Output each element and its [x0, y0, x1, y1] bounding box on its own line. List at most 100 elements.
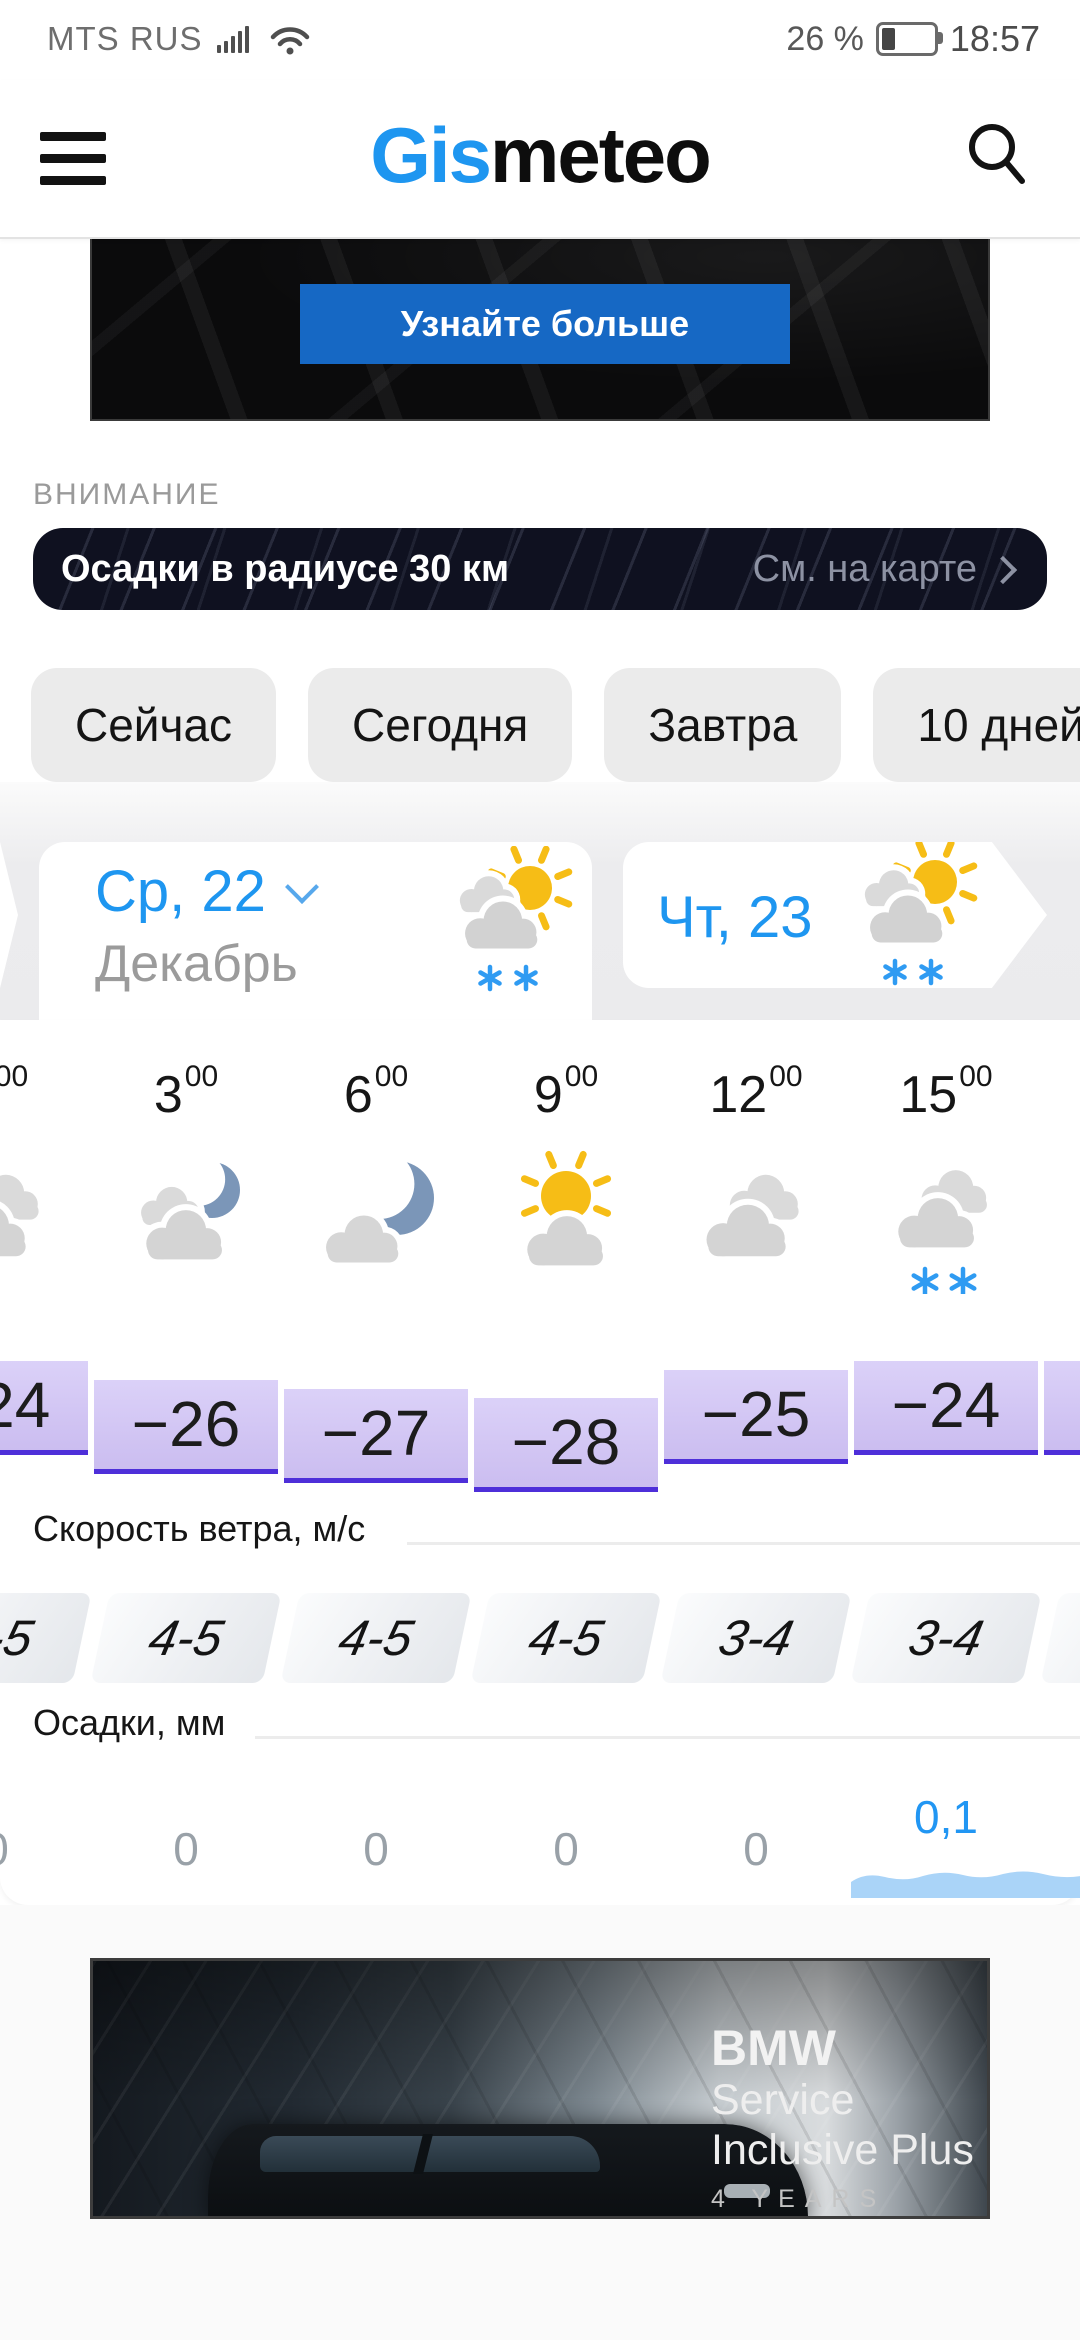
selected-month-label: Декабрь: [95, 935, 298, 993]
weather-icon-cloudy: [681, 1144, 831, 1294]
precip-bar: [851, 1871, 1080, 1898]
hour-time: 300: [153, 1060, 219, 1124]
precip-value: 0: [0, 1822, 91, 1876]
alert-title: Осадки в радиусе 30 км: [61, 547, 510, 590]
logo-gis: Gis: [370, 111, 492, 199]
hour-temperature: −24: [1041, 1356, 1080, 1455]
temperature-bar: −28: [474, 1398, 658, 1492]
hour-time: 000: [0, 1060, 29, 1093]
weather-icon-cloudy-snow: [871, 1144, 1021, 1298]
hour-wind: 4-5: [0, 1593, 92, 1685]
hour-wind: 3-4: [660, 1593, 852, 1685]
hour-time: 1500: [899, 1060, 993, 1124]
day-card-next[interactable]: Чт, 23: [623, 842, 1047, 988]
search-button[interactable]: [962, 120, 1032, 198]
hour-temperature: −27: [281, 1356, 471, 1483]
hour-precip: 0,1: [851, 1778, 1041, 1888]
wind-cell: 4-5: [0, 1593, 92, 1683]
wind-section-label: Скорость ветра, м/с: [33, 1508, 366, 1549]
precip-value: 0: [743, 1823, 769, 1875]
weather-icon-sun-cloud: [491, 1144, 641, 1294]
hour-wind: 4-5: [90, 1593, 282, 1685]
hour-weather: [281, 1144, 471, 1324]
hour-temperature: −28: [471, 1356, 661, 1492]
previous-day-card-edge[interactable]: [0, 842, 18, 988]
hour-weather: [661, 1144, 851, 1324]
hour-time: 1200: [709, 1060, 803, 1124]
hour-temperature: −26: [91, 1356, 281, 1474]
precip-section-label: Осадки, мм: [33, 1702, 226, 1743]
top-ad-banner[interactable]: Узнайте больше: [90, 237, 990, 421]
hour-temperature: −24: [0, 1356, 91, 1455]
tab-tomorrow[interactable]: Завтра: [604, 668, 842, 782]
hour-temperature: −25: [661, 1356, 851, 1464]
signal-strength-icon: [216, 26, 249, 53]
precip-value: 0: [363, 1823, 389, 1875]
temperature-chart-strip[interactable]: −24−26−27−28−25−24−24: [0, 1356, 1080, 1526]
rain-texture: [33, 528, 1047, 610]
hour-weather: [1041, 1144, 1080, 1324]
status-bar: MTS RUS 26 % 18:57: [0, 0, 1080, 80]
temperature-bar: −24: [0, 1361, 88, 1455]
wind-cell: 3-4: [1040, 1593, 1080, 1683]
bottom-section: BMW Service Inclusive Plus 4 YEARS: [0, 1905, 1080, 2340]
next-day-label: Чт, 23: [657, 885, 813, 950]
hour-wind: 3-4: [1040, 1593, 1080, 1685]
precipitation-alert[interactable]: Осадки в радиусе 30 км См. на карте: [33, 528, 1047, 610]
tab-today[interactable]: Сегодня: [308, 668, 573, 782]
chevron-right-icon: [988, 555, 1018, 585]
weather-icon-sun-clouds-snow: [833, 842, 983, 988]
logo-meteo: meteo: [490, 111, 712, 199]
temperature-bar: −24: [1044, 1361, 1080, 1455]
temperature-bar: −25: [664, 1370, 848, 1464]
precip-strip[interactable]: 0 0 0 0 0 0,1: [0, 1778, 1080, 1888]
wind-section-divider: [407, 1542, 1080, 1545]
bmw-inclusive-label: Inclusive Plus: [711, 2126, 974, 2174]
chevron-down-icon[interactable]: [284, 869, 319, 904]
hour-wind: 3-4: [850, 1593, 1042, 1685]
hour-weather: [91, 1144, 281, 1324]
see-on-map-label: См. на карте: [752, 547, 977, 590]
see-on-map-link[interactable]: См. на карте: [752, 528, 1018, 610]
selected-day-label: Ср, 22: [95, 859, 266, 924]
search-icon: [969, 124, 1025, 184]
temperature-bar: −24: [854, 1361, 1038, 1455]
temperature-bar: −27: [284, 1389, 468, 1483]
battery-percent-label: 26 %: [786, 19, 864, 58]
hour-time: 900: [533, 1060, 599, 1124]
weather-icon-cloud-moon: [111, 1144, 261, 1294]
hour-weather: [851, 1144, 1041, 1324]
day-card-selected[interactable]: Ср, 22 Декабрь: [39, 842, 592, 1020]
forecast-tabs: Сейчас Сегодня Завтра 10 дней: [31, 668, 1080, 782]
wifi-icon: [270, 27, 309, 55]
hour-weather: [0, 1144, 91, 1324]
hour-precip: 0: [0, 1778, 91, 1888]
hour-wind: 4-5: [470, 1593, 662, 1685]
weather-icon-cloudy: [1061, 1144, 1080, 1294]
wind-cell: 4-5: [90, 1593, 282, 1683]
weather-icon-cloudy: [0, 1144, 71, 1294]
hour-wind: 4-5: [280, 1593, 472, 1685]
clock-label: 18:57: [949, 18, 1040, 59]
wind-cell: 3-4: [850, 1593, 1042, 1683]
precip-section-divider: [255, 1736, 1080, 1739]
tab-10-days[interactable]: 10 дней: [873, 668, 1080, 782]
wind-strip[interactable]: 4-54-54-54-53-43-43-4: [0, 1593, 1080, 1685]
temperature-bar: −26: [94, 1380, 278, 1474]
battery-icon: [875, 22, 943, 56]
gismeteo-logo[interactable]: Gismeteo: [0, 110, 1080, 201]
ad-cta-button[interactable]: Узнайте больше: [300, 284, 790, 364]
hourly-icons-strip[interactable]: [0, 1144, 1080, 1324]
bmw-service-label: Service: [711, 2076, 855, 2124]
car-image: [208, 2124, 808, 2216]
bmw-brand-label: BMW: [711, 2020, 836, 2076]
wind-cell: 4-5: [470, 1593, 662, 1683]
wind-cell: 3-4: [660, 1593, 852, 1683]
wind-cell: 4-5: [280, 1593, 472, 1683]
bmw-ad-banner[interactable]: BMW Service Inclusive Plus 4 YEARS: [90, 1958, 990, 2219]
menu-button[interactable]: [40, 132, 106, 185]
tab-now[interactable]: Сейчас: [31, 668, 277, 782]
hourly-times-strip[interactable]: 000 300 600 900 1200 1500 1800: [0, 1060, 1080, 1140]
carrier-label: MTS RUS: [47, 20, 203, 57]
hour-weather: [471, 1144, 661, 1324]
